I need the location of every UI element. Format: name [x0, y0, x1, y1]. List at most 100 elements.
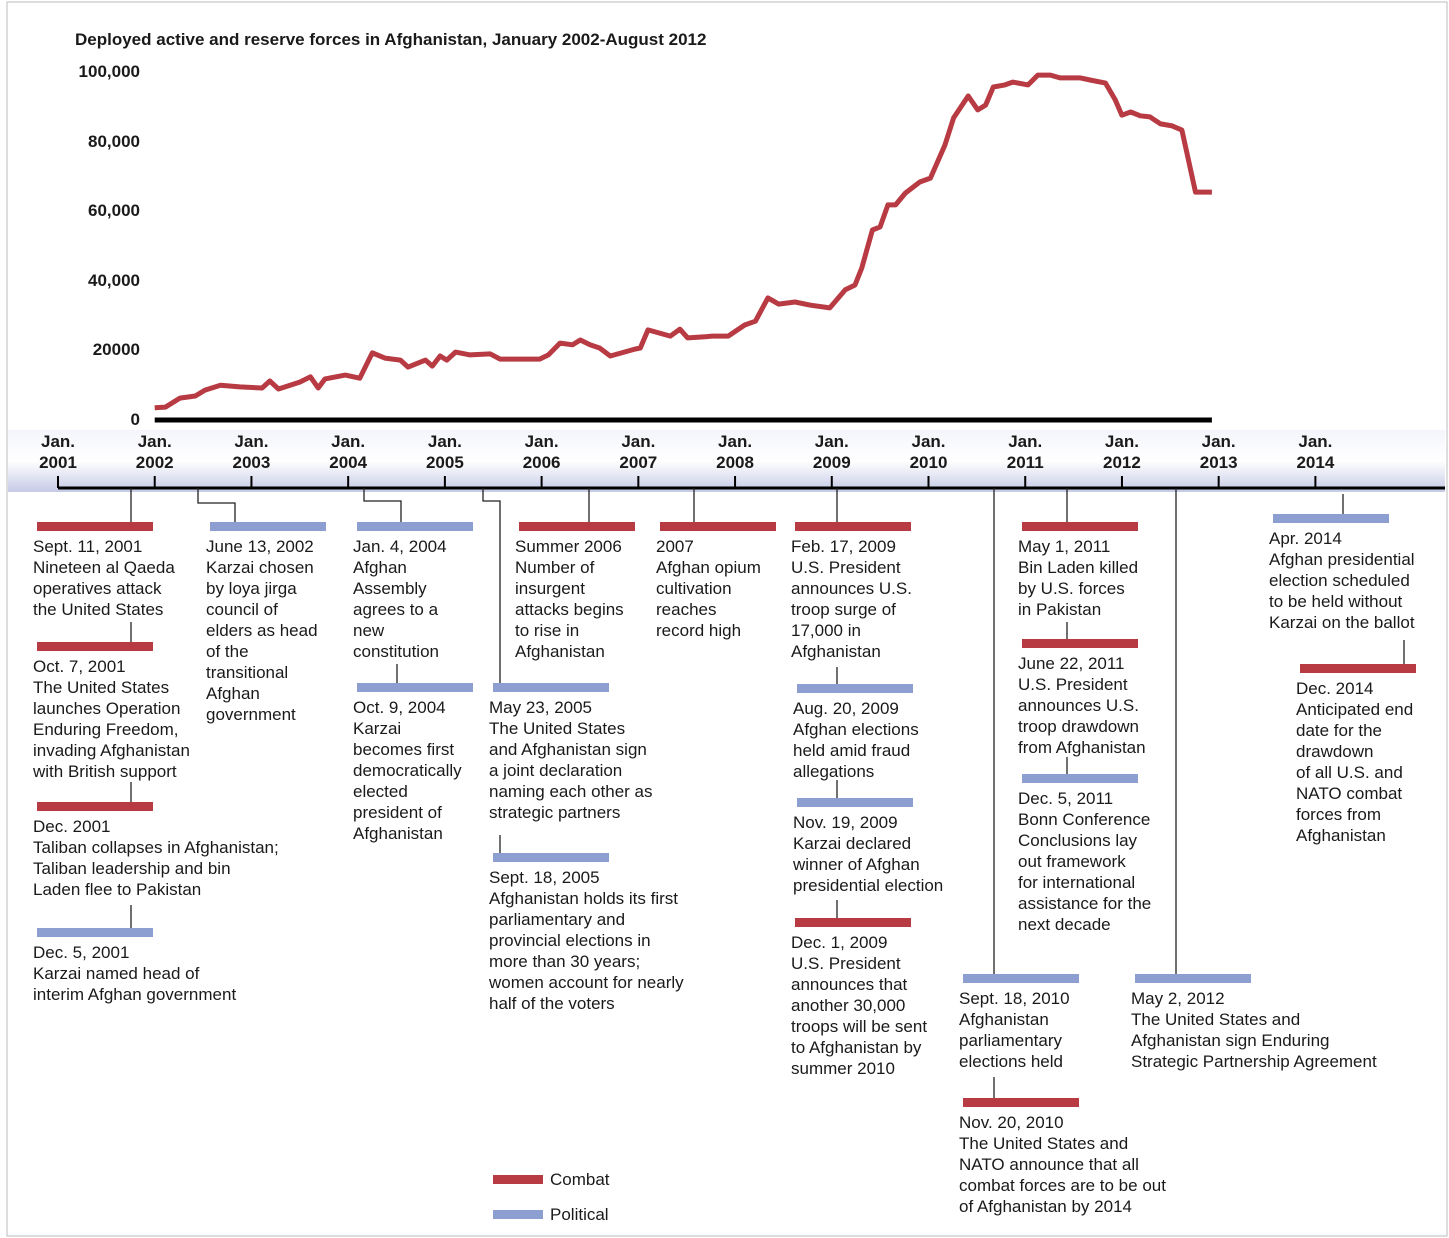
event-bar	[963, 1098, 1079, 1107]
event-text: Number of insurgent attacks begins to ri…	[515, 558, 624, 661]
x-tick-label: Jan. 2011	[1006, 432, 1044, 472]
x-tick-label: Jan. 2006	[522, 432, 561, 472]
event-date: June 22, 2011	[1018, 654, 1125, 673]
event-text: Anticipated end date for the drawdown of…	[1296, 700, 1414, 845]
y-tick-label: 20000	[92, 340, 140, 360]
event-text: Afghan presidential election scheduled t…	[1269, 550, 1415, 632]
axis-band	[8, 430, 1445, 492]
y-tick-label: 40,000	[88, 270, 140, 290]
event-bar	[519, 522, 635, 531]
event-text: The United States launches Operation End…	[33, 678, 190, 781]
legend-label: Combat	[550, 1170, 610, 1189]
event-text: The United States and NATO announce that…	[959, 1134, 1166, 1216]
event-bar	[1135, 974, 1251, 983]
event-date: Dec. 2014	[1296, 679, 1374, 698]
y-tick-label: 60,000	[88, 201, 140, 221]
event-date: Jan. 4, 2004	[353, 537, 447, 556]
event-text: Karzai becomes first democratically elec…	[353, 719, 462, 843]
x-tick-label: Jan. 2009	[812, 432, 851, 472]
event-bar	[37, 928, 153, 937]
event-date: Summer 2006	[515, 537, 622, 556]
x-tick-label: Jan. 2003	[232, 432, 271, 472]
event-bar	[1300, 664, 1416, 673]
chart-title: Deployed active and reserve forces in Af…	[75, 30, 707, 49]
x-tick-label: Jan. 2014	[1296, 432, 1335, 472]
event-text: The United States and Afghanistan sign E…	[1131, 1010, 1377, 1071]
event-bar	[37, 522, 153, 531]
event-date: Dec. 5, 2011	[1018, 789, 1114, 808]
x-tick-label: Jan. 2010	[909, 432, 948, 472]
y-tick-label: 100,000	[78, 62, 140, 81]
event-bar	[1022, 774, 1138, 783]
connector	[197, 488, 236, 522]
event-bar	[795, 918, 911, 927]
legend-label: Political	[550, 1205, 609, 1224]
event-bar	[357, 522, 473, 531]
event-bar	[797, 798, 913, 807]
x-tick-label: Jan. 2008	[716, 432, 754, 472]
event-bar	[795, 522, 911, 531]
event-date: Sept. 18, 2005	[489, 868, 600, 887]
event-date: Dec. 2001	[33, 817, 111, 836]
event-text: Karzai chosen by loya jirga council of e…	[206, 558, 318, 724]
event-bar	[1022, 522, 1138, 531]
event-date: Apr. 2014	[1269, 529, 1342, 548]
event-text: Afghanistan parliamentary elections held	[959, 1010, 1063, 1071]
event-date: Nov. 19, 2009	[793, 813, 898, 832]
event-bar	[210, 522, 326, 531]
event-date: Sept. 11, 2001	[33, 537, 143, 556]
event-date: Sept. 18, 2010	[959, 989, 1070, 1008]
event-text: Karzai declared winner of Afghan preside…	[793, 834, 944, 895]
x-tick-label: Jan. 2007	[619, 432, 658, 472]
event-bar	[660, 522, 776, 531]
event-text: Afghan opium cultivation reaches record …	[656, 558, 761, 640]
event-date: Dec. 1, 2009	[791, 933, 888, 952]
event-bar	[37, 642, 153, 651]
event-bar	[797, 684, 913, 693]
event-date: June 13, 2002	[206, 537, 314, 556]
event-text: Taliban collapses in Afghanistan; Taliba…	[33, 838, 279, 899]
event-date: May 23, 2005	[489, 698, 593, 717]
event-bar	[1273, 514, 1389, 523]
event-text: The United States and Afghanistan sign a…	[489, 719, 653, 822]
event-date: Aug. 20, 2009	[793, 699, 899, 718]
event-text: U.S. President announces U.S. troop surg…	[791, 558, 912, 661]
event-date: Oct. 7, 2001	[33, 657, 126, 676]
event-text: U.S. President announces U.S. troop draw…	[1018, 675, 1146, 757]
event-bar	[963, 974, 1079, 983]
event-text: Bin Laden killed by U.S. forces in Pakis…	[1018, 558, 1139, 619]
y-tick-label: 80,000	[88, 131, 140, 151]
event-bar	[493, 853, 609, 862]
x-tick-label: Jan. 2012	[1103, 432, 1141, 472]
event-text: Karzai named head of interim Afghan gove…	[33, 964, 237, 1004]
y-tick-label: 0	[130, 410, 140, 429]
event-date: Oct. 9, 2004	[353, 698, 446, 717]
data-line	[154, 72, 1212, 411]
x-tick-label: Jan. 2001	[39, 432, 77, 472]
event-bar	[357, 683, 473, 692]
event-text: Afghan elections held amid fraud allegat…	[793, 720, 919, 781]
event-bar	[1022, 639, 1138, 648]
x-tick-label: Jan. 2002	[135, 432, 174, 472]
x-tick-label: Jan. 2004	[329, 432, 368, 472]
event-text: Afghanistan holds its first parliamentar…	[489, 889, 684, 1013]
event-date: 2007	[656, 537, 694, 556]
legend-swatch	[493, 1210, 543, 1219]
x-tick-label: Jan. 2013	[1199, 432, 1238, 472]
connector	[363, 488, 402, 522]
event-text: Afghan Assembly agrees to a new constitu…	[353, 558, 439, 661]
frame	[6, 1, 1448, 1237]
event-date: Dec. 5, 2001	[33, 943, 130, 962]
legend-swatch	[493, 1175, 543, 1184]
event-date: Feb. 17, 2009	[791, 537, 896, 556]
event-text: Bonn Conference Conclusions lay out fram…	[1018, 810, 1152, 934]
event-bar	[493, 683, 609, 692]
event-text: U.S. President announces that another 30…	[791, 954, 928, 1078]
event-bar	[37, 802, 153, 811]
connector	[482, 488, 501, 683]
event-date: Nov. 20, 2010	[959, 1113, 1064, 1132]
event-date: May 2, 2012	[1131, 989, 1225, 1008]
event-date: May 1, 2011	[1018, 537, 1111, 556]
